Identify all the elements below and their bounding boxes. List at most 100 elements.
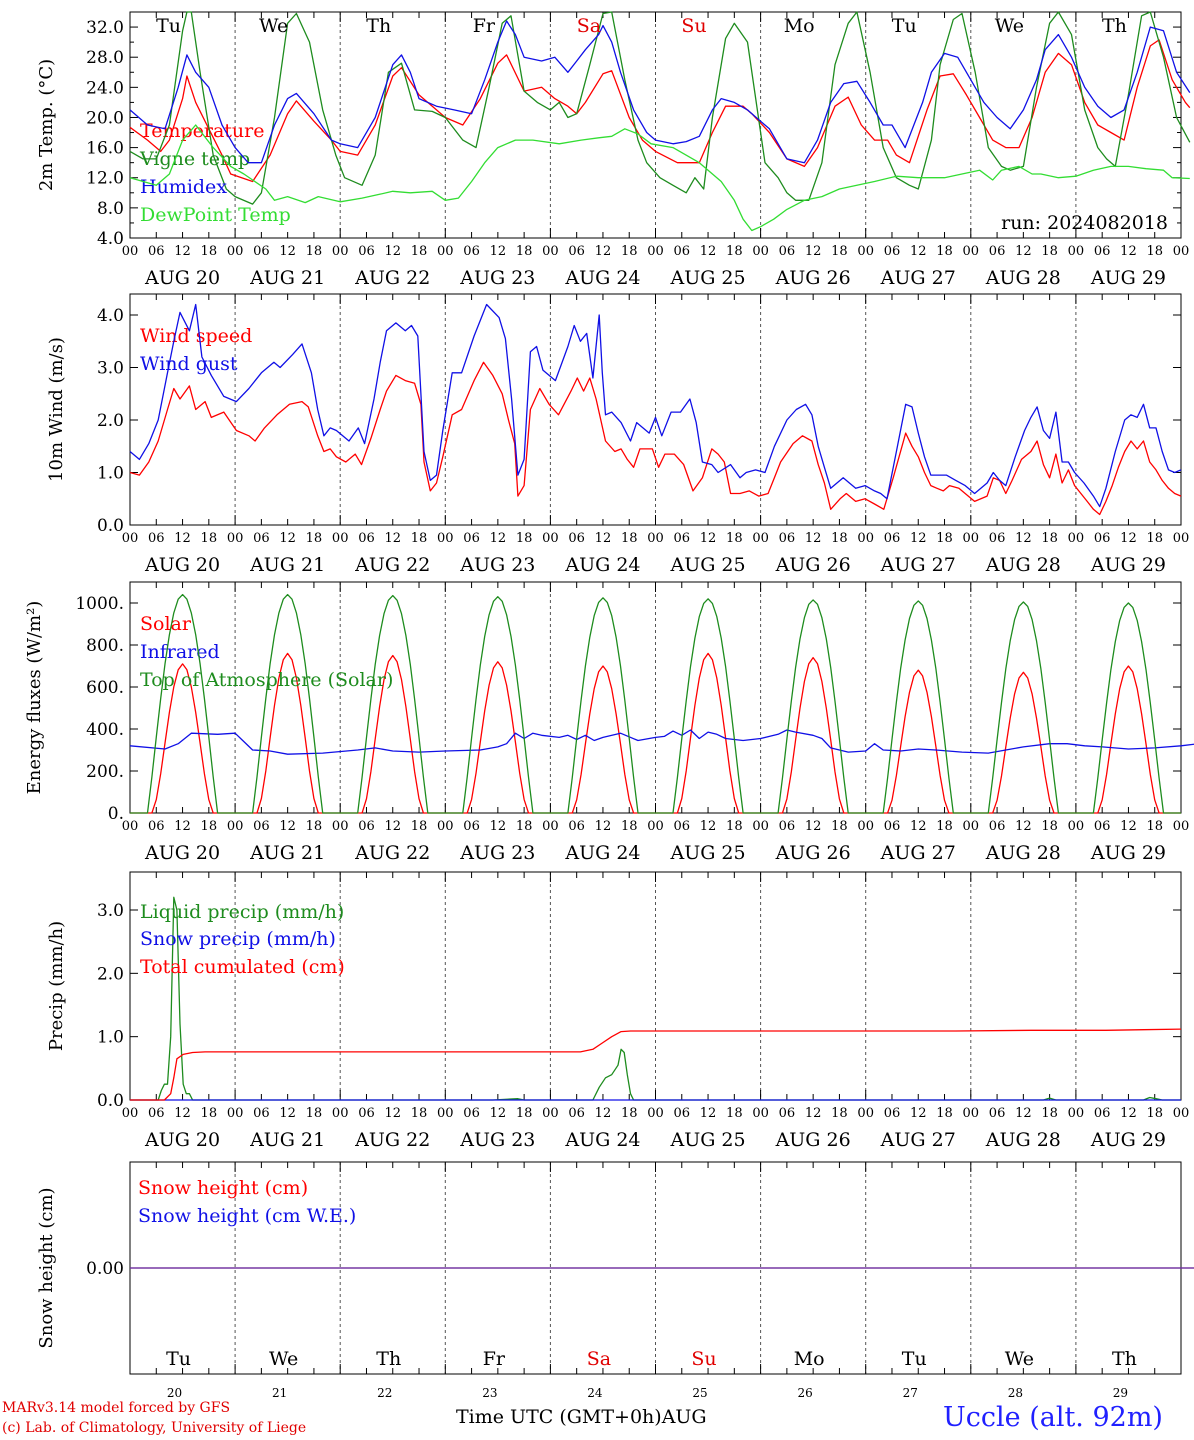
run-label: run: 2024082018 bbox=[1001, 212, 1168, 234]
hour-tick-label: 06 bbox=[779, 819, 796, 834]
hour-tick-label: 18 bbox=[831, 1106, 848, 1121]
day-number-label: 29 bbox=[1113, 1386, 1128, 1400]
hour-tick-label: 00 bbox=[437, 819, 454, 834]
day-number-label: 28 bbox=[1008, 1386, 1023, 1400]
y-tick-label: 3.0 bbox=[97, 359, 124, 379]
hour-tick-label: 06 bbox=[1094, 244, 1111, 259]
hour-tick-label: 12 bbox=[595, 531, 612, 546]
hour-tick-label: 00 bbox=[1068, 244, 1085, 259]
hour-tick-label: 18 bbox=[831, 531, 848, 546]
hour-tick-label: 18 bbox=[516, 244, 533, 259]
hour-tick-label: 18 bbox=[936, 244, 953, 259]
hour-tick-label: 06 bbox=[674, 244, 691, 259]
hour-tick-label: 12 bbox=[805, 244, 822, 259]
hour-tick-label: 18 bbox=[201, 531, 218, 546]
y-axis-label: Energy fluxes (W/m²) bbox=[24, 601, 45, 795]
date-label: AUG 23 bbox=[459, 842, 535, 864]
y-tick-label: 32.0 bbox=[86, 18, 124, 38]
y-tick-label: 800. bbox=[86, 636, 124, 656]
weekday-label: Th bbox=[1112, 1348, 1137, 1370]
hour-tick-label: 00 bbox=[752, 531, 769, 546]
hour-tick-label: 12 bbox=[174, 531, 191, 546]
hour-tick-label: 00 bbox=[1068, 531, 1085, 546]
hour-tick-label: 06 bbox=[148, 244, 165, 259]
date-label: AUG 20 bbox=[144, 267, 220, 289]
hour-tick-label: 12 bbox=[805, 819, 822, 834]
date-label: AUG 24 bbox=[564, 554, 640, 576]
date-label: AUG 21 bbox=[249, 842, 325, 864]
day-number-label: 27 bbox=[903, 1386, 918, 1400]
date-label: AUG 29 bbox=[1090, 1129, 1166, 1151]
series-line-total-cumulated-cm- bbox=[130, 1028, 1182, 1101]
hour-tick-label: 18 bbox=[1146, 244, 1163, 259]
hour-tick-label: 06 bbox=[358, 244, 375, 259]
hour-tick-label: 06 bbox=[253, 819, 270, 834]
hour-tick-label: 18 bbox=[411, 819, 428, 834]
hour-tick-label: 00 bbox=[122, 1106, 139, 1121]
hour-tick-label: 18 bbox=[306, 819, 323, 834]
hour-tick-label: 06 bbox=[989, 819, 1006, 834]
legend-entry: Liquid precip (mm/h) bbox=[140, 901, 344, 923]
legend-entry: DewPoint Temp bbox=[140, 204, 291, 226]
date-label: AUG 24 bbox=[564, 842, 640, 864]
hour-tick-label: 12 bbox=[1120, 531, 1137, 546]
date-label: AUG 22 bbox=[354, 842, 430, 864]
hour-tick-label: 12 bbox=[384, 244, 401, 259]
hour-tick-label: 06 bbox=[463, 819, 480, 834]
hour-tick-label: 06 bbox=[989, 531, 1006, 546]
hour-tick-label: 12 bbox=[384, 819, 401, 834]
hour-tick-label: 18 bbox=[306, 531, 323, 546]
series-line-top-of-atmosphere-solar- bbox=[130, 593, 1181, 814]
hour-tick-label: 12 bbox=[490, 531, 507, 546]
hour-tick-label: 00 bbox=[332, 531, 349, 546]
hour-tick-label: 18 bbox=[306, 1106, 323, 1121]
series-line-dewpoint-temp bbox=[129, 124, 1190, 232]
date-label: AUG 26 bbox=[775, 842, 851, 864]
hour-tick-label: 06 bbox=[358, 531, 375, 546]
hour-tick-label: 18 bbox=[201, 1106, 218, 1121]
hour-tick-label: 12 bbox=[490, 244, 507, 259]
y-tick-label: 4.0 bbox=[97, 306, 124, 326]
hour-tick-label: 12 bbox=[700, 244, 717, 259]
y-tick-label: 16.0 bbox=[86, 139, 124, 159]
hour-tick-label: 00 bbox=[752, 244, 769, 259]
y-tick-label: 12.0 bbox=[86, 169, 124, 189]
hour-tick-label: 06 bbox=[148, 531, 165, 546]
weekday-label: Th bbox=[376, 1348, 401, 1370]
x-axis-month: AUG bbox=[661, 1406, 707, 1428]
weekday-label: Tu bbox=[156, 15, 181, 37]
hour-tick-label: 00 bbox=[542, 1106, 559, 1121]
hour-tick-label: 12 bbox=[279, 819, 296, 834]
hour-tick-label: 18 bbox=[726, 819, 743, 834]
hour-tick-label: 00 bbox=[437, 244, 454, 259]
hour-tick-label: 00 bbox=[963, 1106, 980, 1121]
hour-tick-label: 18 bbox=[726, 531, 743, 546]
date-label: AUG 21 bbox=[249, 554, 325, 576]
series-line-vigne-temp bbox=[129, 11, 1191, 205]
hour-tick-label: 12 bbox=[1015, 244, 1032, 259]
hour-tick-label: 06 bbox=[884, 244, 901, 259]
weekday-label: Mo bbox=[794, 1348, 825, 1370]
y-tick-label: 3.0 bbox=[97, 901, 124, 921]
hour-tick-label: 12 bbox=[805, 531, 822, 546]
hour-tick-label: 00 bbox=[437, 531, 454, 546]
y-tick-label: 8.0 bbox=[97, 199, 124, 219]
hour-tick-label: 18 bbox=[726, 244, 743, 259]
hour-tick-label: 18 bbox=[1041, 1106, 1058, 1121]
date-label: AUG 22 bbox=[354, 554, 430, 576]
date-label: AUG 25 bbox=[669, 267, 745, 289]
hour-tick-label: 06 bbox=[568, 531, 585, 546]
hour-tick-label: 18 bbox=[621, 531, 638, 546]
hour-tick-label: 06 bbox=[674, 819, 691, 834]
hour-tick-label: 12 bbox=[174, 244, 191, 259]
hour-tick-label: 18 bbox=[201, 819, 218, 834]
hour-tick-label: 00 bbox=[857, 531, 874, 546]
day-number-label: 23 bbox=[482, 1386, 497, 1400]
day-number-label: 22 bbox=[377, 1386, 392, 1400]
weekday-label: Mo bbox=[784, 15, 815, 37]
hour-tick-label: 06 bbox=[779, 1106, 796, 1121]
hour-tick-label: 18 bbox=[1041, 244, 1058, 259]
hour-tick-label: 12 bbox=[1015, 819, 1032, 834]
date-label: AUG 27 bbox=[880, 554, 956, 576]
hour-tick-label: 12 bbox=[1120, 1106, 1137, 1121]
